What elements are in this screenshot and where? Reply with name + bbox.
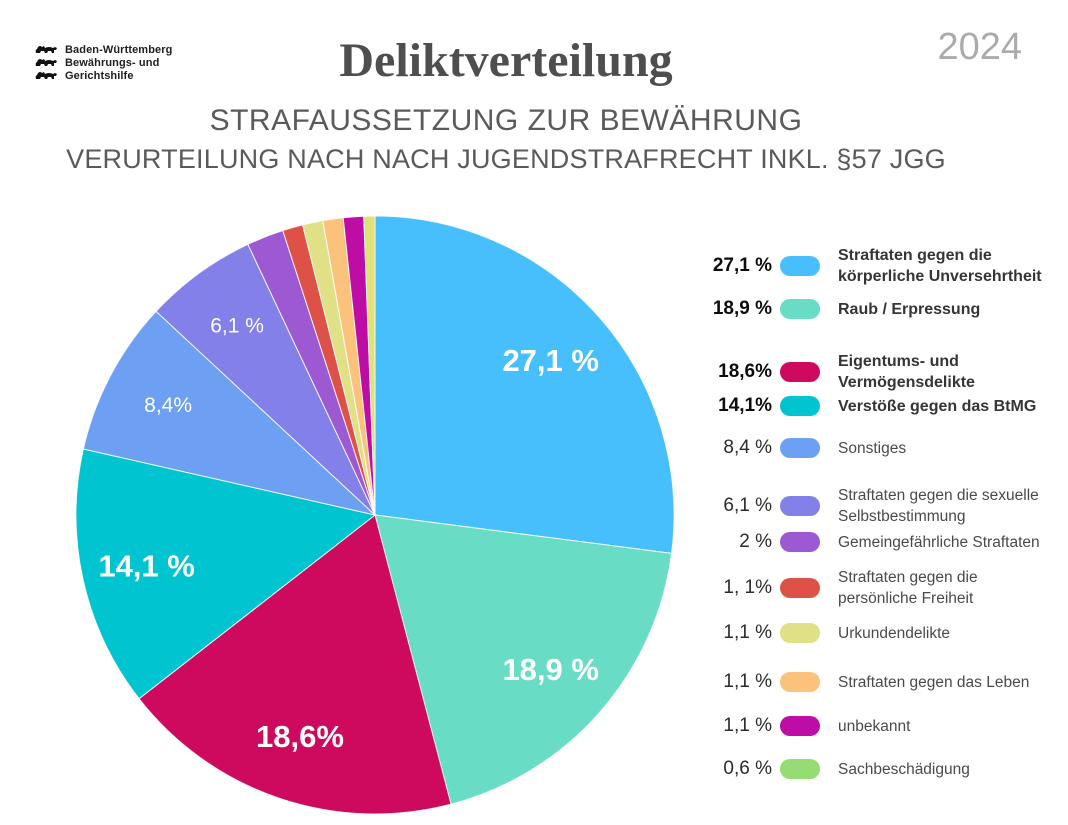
legend-label: Gemeingefährliche Straftaten — [838, 533, 1040, 551]
legend-label: Sonstiges — [838, 439, 907, 457]
logo-line-2: Bewährungs- und — [65, 57, 160, 69]
legend-percent: 0,6 % — [723, 758, 772, 779]
legend-percent: 14,1% — [718, 395, 772, 416]
pie-slice — [138, 514, 452, 815]
subtitle-line-1: STRAFAUSSETZUNG ZUR BEWÄHRUNG — [209, 104, 803, 137]
legend-swatch — [780, 438, 820, 458]
legend-item: 1,1 % unbekannt — [700, 715, 1052, 737]
legend-swatch — [780, 759, 820, 779]
legend-label: unbekannt — [838, 717, 911, 735]
legend-percent: 8,4 % — [723, 437, 772, 458]
legend-percent: 1,1 % — [723, 622, 772, 643]
pie-slice — [374, 514, 673, 805]
pie-slice-label: 6,1 % — [210, 314, 264, 337]
legend-item: 0,6 % Sachbeschädigung — [700, 758, 1052, 780]
logo: Baden-Württemberg Bewährungs- und Gerich… — [34, 44, 172, 83]
pie-slice-label: 27,1 % — [502, 343, 599, 378]
legend-percent: 1, 1% — [723, 577, 772, 598]
year-label: 2024 — [937, 26, 1022, 68]
legend-percent: 27,1 % — [712, 255, 772, 276]
legend-swatch — [780, 578, 820, 598]
legend-label: Eigentums- und Vermögensdelikte — [838, 353, 975, 391]
subtitle-line-2: VERURTEILUNG NACH NACH JUGENDSTRAFRECHT … — [66, 144, 946, 174]
pie-slice — [363, 215, 376, 516]
legend-swatch — [780, 716, 820, 736]
legend: 27,1 % Straftaten gegen die körperliche … — [700, 0, 1060, 825]
legend-label: Straftaten gegen das Leben — [838, 673, 1030, 691]
legend-swatch — [780, 362, 820, 382]
legend-item: 1,1 % Straftaten gegen das Leben — [700, 671, 1052, 693]
legend-item: 18,9 % Raub / Erpressung — [700, 298, 1052, 320]
pie-slice-label: 8,4% — [144, 394, 192, 417]
legend-percent: 18,9 % — [712, 298, 772, 319]
legend-label: Raub / Erpressung — [838, 300, 981, 318]
legend-label: Straftaten gegen die persönliche Freihei… — [838, 569, 978, 607]
logo-line-3: Gerichtshilfe — [65, 70, 134, 82]
legend-swatch — [780, 396, 820, 416]
pie-slice — [75, 448, 377, 700]
pie-chart: 27,1 % 18,9 % 18,6% 14,1 % 8,4% 6,1 % — [75, 215, 675, 815]
legend-label: Straftaten gegen die sexuelle Selbstbest… — [838, 487, 1039, 525]
legend-item: 18,6% Eigentums- und Vermögensdelikte — [700, 351, 1052, 393]
legend-item: 8,4 % Sonstiges — [700, 437, 1052, 459]
legend-item: 14,1% Verstöße gegen das BtMG — [700, 395, 1052, 417]
pie-slice — [374, 215, 675, 554]
legend-swatch — [780, 496, 820, 516]
pie-slice — [82, 310, 377, 516]
legend-label: Sachbeschädigung — [838, 760, 970, 778]
legend-item: 1, 1% Straftaten gegen die persönliche F… — [700, 567, 1052, 609]
logo-text: Baden-Württemberg Bewährungs- und Gerich… — [65, 44, 172, 83]
legend-label: Verstöße gegen das BtMG — [838, 397, 1037, 415]
legend-percent: 1,1 % — [723, 715, 772, 736]
legend-percent: 6,1 % — [723, 495, 772, 516]
legend-swatch — [780, 672, 820, 692]
legend-percent: 18,6% — [718, 361, 772, 382]
page-title: Deliktverteilung — [339, 34, 673, 87]
legend-percent: 2 % — [739, 531, 772, 552]
legend-percent: 1,1 % — [723, 671, 772, 692]
legend-item: 27,1 % Straftaten gegen die körperliche … — [700, 245, 1052, 287]
pie-slice-label: 14,1 % — [98, 548, 195, 583]
legend-item: 2 % Gemeingefährliche Straftaten — [700, 531, 1052, 553]
legend-label: Straftaten gegen die körperliche Unverse… — [838, 247, 1042, 285]
legend-label: Urkundendelikte — [838, 624, 951, 642]
coat-of-arms-lions-icon — [34, 45, 58, 82]
legend-swatch — [780, 623, 820, 643]
legend-swatch — [780, 256, 820, 276]
pie-slice-label: 18,9 % — [502, 652, 599, 687]
logo-line-1: Baden-Württemberg — [65, 44, 173, 56]
legend-item: 1,1 % Urkundendelikte — [700, 622, 1052, 644]
pie-slice-label: 18,6% — [256, 719, 344, 754]
legend-swatch — [780, 532, 820, 552]
legend-swatch — [780, 299, 820, 319]
legend-item: 6,1 % Straftaten gegen die sexuelle Selb… — [700, 485, 1052, 527]
